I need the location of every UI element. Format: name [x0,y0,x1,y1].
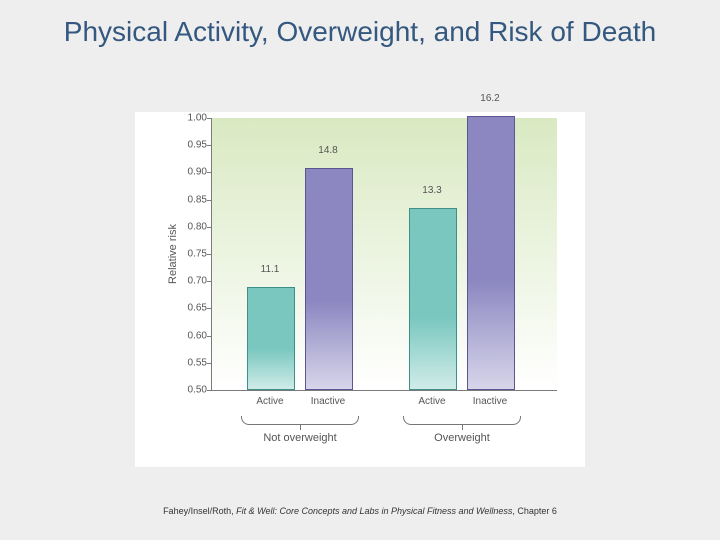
slide-footer: Fahey/Insel/Roth, Fit & Well: Core Conce… [0,506,720,516]
footer-title-italic: Fit & Well: Core Concepts and Labs in Ph… [236,506,512,516]
y-tick-label: 0.90 [167,167,207,178]
bar [467,116,515,390]
y-tick-label: 0.85 [167,194,207,205]
y-tick-label: 0.95 [167,140,207,151]
y-tick-label: 0.60 [167,330,207,341]
y-tick-mark [207,390,211,391]
bar-value-label: 13.3 [409,185,455,196]
bar-value-label: 16.2 [467,93,513,104]
chart-inner: Relative risk 0.500.550.600.650.700.750.… [149,118,571,461]
y-tick-label: 0.75 [167,249,207,260]
group-brace [241,416,359,430]
bar [305,168,353,390]
y-tick-label: 0.55 [167,357,207,368]
chart-container: Relative risk 0.500.550.600.650.700.750.… [135,112,585,467]
bar-value-label: 14.8 [305,145,351,156]
x-tick-label: Inactive [460,396,520,407]
y-tick-label: 0.65 [167,303,207,314]
page-title: Physical Activity, Overweight, and Risk … [0,14,720,49]
footer-prefix: Fahey/Insel/Roth, [163,506,236,516]
y-tick-label: 0.70 [167,276,207,287]
x-axis [211,390,557,391]
y-tick-label: 1.00 [167,113,207,124]
group-label: Not overweight [231,432,369,444]
group-brace [403,416,521,430]
bar [247,287,295,390]
slide: Physical Activity, Overweight, and Risk … [0,0,720,540]
x-tick-label: Active [240,396,300,407]
y-tick-label: 0.80 [167,221,207,232]
bar-value-label: 11.1 [247,264,293,275]
x-tick-label: Inactive [298,396,358,407]
x-tick-label: Active [402,396,462,407]
bar [409,208,457,390]
group-label: Overweight [393,432,531,444]
y-tick-label: 0.50 [167,385,207,396]
footer-suffix: , Chapter 6 [512,506,557,516]
bars-layer: 11.114.813.316.2 [211,118,557,390]
